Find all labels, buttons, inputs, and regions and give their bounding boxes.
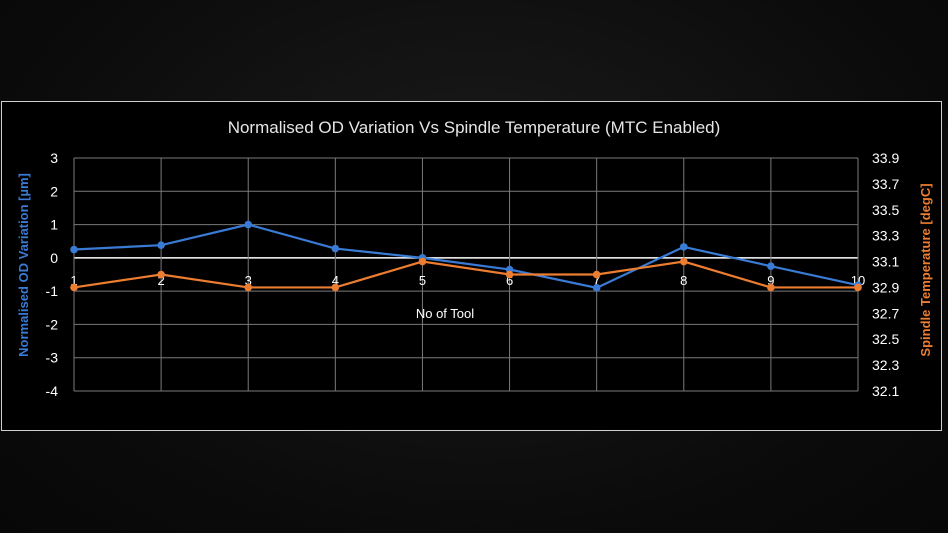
temperature-data-point: [70, 283, 78, 292]
right-tick-label: 32.3: [872, 357, 899, 373]
chart-frame: [1, 101, 942, 431]
temperature-data-point: [679, 257, 688, 266]
category-label: 4: [332, 273, 339, 288]
od-data-point: [244, 220, 253, 229]
right-tick-label: 33.9: [872, 150, 899, 166]
left-axis-label: Normalised OD Variation [µm]: [16, 173, 31, 357]
x-axis-label: No of Tool: [416, 306, 474, 321]
od-data-point: [70, 245, 78, 254]
category-label: 6: [506, 273, 513, 288]
left-tick-label: 2: [50, 183, 58, 199]
category-label: 1: [70, 273, 77, 288]
temperature-data-point: [767, 283, 775, 292]
right-tick-label: 32.9: [872, 279, 899, 295]
right-tick-label: 32.7: [872, 305, 899, 321]
series-layer: [70, 220, 862, 292]
od-data-point: [157, 241, 165, 250]
right-tick-label: 33.1: [872, 254, 899, 270]
temperature-data-point: [592, 270, 601, 279]
right-tick-label: 33.7: [872, 176, 899, 192]
chart-title: Normalised OD Variation Vs Spindle Tempe…: [228, 118, 721, 137]
temperature-data-point: [331, 283, 340, 292]
category-label: 7: [593, 273, 600, 288]
od-data-point: [679, 243, 688, 251]
left-tick-label: -4: [46, 383, 59, 399]
right-axis-label: Spindle Temperature [degC]: [918, 183, 933, 356]
left-tick-label: 3: [50, 150, 58, 166]
category-label: 9: [767, 273, 774, 288]
left-axis-ticks: 3 2 1 0 -1 -2 -3 -4: [46, 150, 59, 399]
left-tick-label: -2: [46, 316, 59, 332]
temperature-data-point: [418, 257, 427, 266]
od-data-point: [331, 244, 340, 253]
grid-lines: [73, 157, 859, 392]
category-label: 5: [419, 273, 426, 288]
category-label: 3: [245, 273, 252, 288]
right-tick-label: 32.1: [872, 383, 899, 399]
od-series-line: [73, 223, 859, 289]
right-axis-ticks: 33.9 33.7 33.5 33.3 33.1 32.9 32.7 32.5 32.3 32.1: [872, 150, 899, 399]
left-tick-label: 0: [50, 250, 58, 266]
temperature-data-point: [244, 283, 253, 292]
left-tick-label: -1: [46, 283, 59, 299]
right-tick-label: 33.5: [872, 202, 899, 218]
od-data-point: [767, 262, 775, 270]
od-data-point: [592, 284, 601, 292]
left-tick-label: 1: [50, 217, 58, 233]
temperature-data-point: [505, 270, 514, 279]
right-tick-label: 33.3: [872, 228, 899, 244]
right-tick-label: 32.5: [872, 331, 899, 347]
left-tick-label: -3: [46, 350, 59, 366]
category-label: 8: [680, 273, 687, 288]
temperature-series-line: [73, 260, 858, 289]
category-label: 2: [157, 273, 164, 288]
temperature-data-point: [157, 270, 165, 279]
temperature-data-point: [854, 283, 862, 292]
